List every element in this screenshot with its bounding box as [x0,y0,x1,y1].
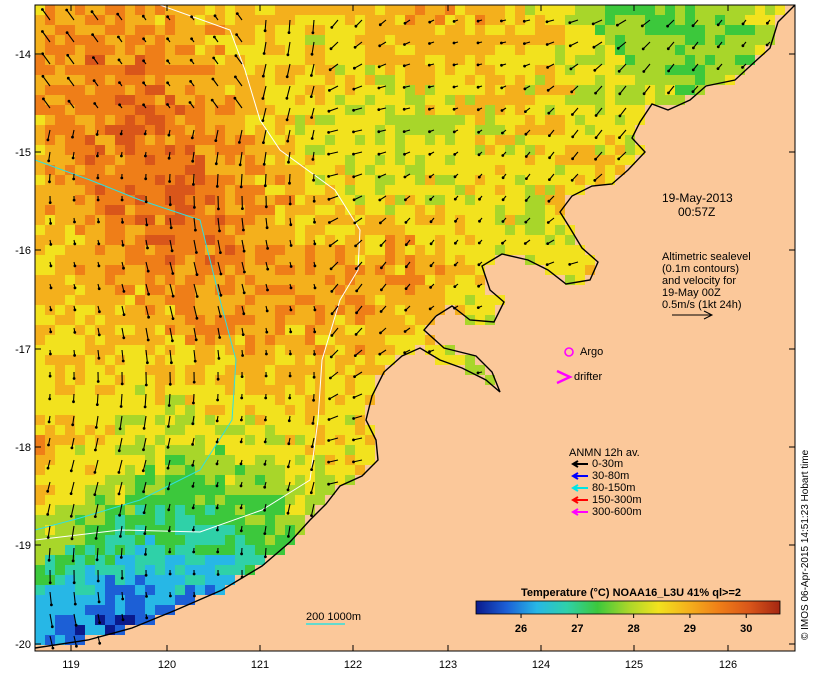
depth-legend-label: 0-30m [592,458,623,470]
velocity-arrows [41,8,771,650]
depth-legend-label: 80-150m [592,482,635,494]
scale-arrow [672,310,714,320]
isobath-1000m [35,159,237,531]
depth-legend-item: 0-30m [571,458,623,470]
x-tick-label: 121 [251,659,269,671]
colorbar-ticks: 26 27 28 29 30 [515,614,752,635]
altimetry-line-3: and velocity for [662,275,736,287]
y-tick-label: -19 [15,540,31,552]
coastline [35,5,795,649]
argo-marker [564,347,574,357]
colorbar-tick-label: 28 [628,623,640,635]
drifter-label: drifter [574,371,602,383]
colorbar [475,600,781,615]
altimetry-line-5: 0.5m/s (1kt 24h) [662,299,741,311]
credit-text: © IMOS 06-Apr-2015 14:51:23 Hobart time [800,449,811,640]
altimetry-line-4: 19-May 00Z [662,287,721,299]
anmn-legend-title: ANMN 12h av. [569,447,640,459]
depth-legend-label: 300-600m [592,506,642,518]
x-tick-label: 119 [62,659,80,671]
isobath-legend-label: 200 1000m [306,611,361,623]
altimetry-line-1: Altimetric sealevel [662,251,751,263]
y-tick-label: -14 [15,49,31,61]
colorbar-tick-label: 29 [684,623,696,635]
x-tick-label: 123 [439,659,457,671]
y-tick-label: -17 [15,344,31,356]
altimetry-line-2: (0.1m contours) [662,263,739,275]
sst-field [35,5,785,645]
y-tick-label: -15 [15,147,31,159]
depth-legend-label: 30-80m [592,470,629,482]
plot-frame [34,4,796,652]
isobath-200m [35,5,361,541]
y-axis: -14 -15 -16 -17 -18 -19 -20 [15,49,795,651]
argo-label: Argo [580,346,603,358]
y-tick-label: -20 [15,639,31,651]
time-label: 00:57Z [678,205,715,219]
y-tick-label: -18 [15,442,31,454]
date-label: 19-May-2013 [662,191,733,205]
colorbar-title: Temperature (°C) NOAA16_L3U 41% ql>=2 [521,587,741,599]
colorbar-tick-label: 27 [571,623,583,635]
x-tick-label: 124 [532,659,550,671]
depth-legend-item: 150-300m [571,494,642,506]
depth-legend-item: 80-150m [571,482,635,494]
x-tick-label: 126 [719,659,737,671]
depth-legend-label: 150-300m [592,494,642,506]
colorbar-tick-label: 30 [740,623,752,635]
y-tick-label: -16 [15,245,31,257]
drifter-marker [556,369,573,385]
depth-legend-item: 300-600m [571,506,642,518]
x-tick-label: 120 [158,659,176,671]
x-tick-label: 122 [344,659,362,671]
x-tick-label: 125 [625,659,643,671]
x-axis: 119 120 121 122 123 124 125 126 [62,5,737,671]
depth-legend-item: 30-80m [571,470,629,482]
colorbar-tick-label: 26 [515,623,527,635]
